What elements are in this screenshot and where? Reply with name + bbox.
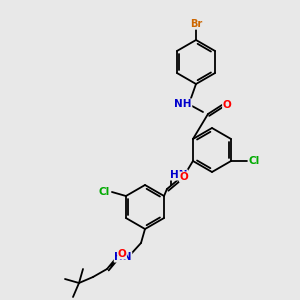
Text: O: O xyxy=(223,100,231,110)
Text: O: O xyxy=(180,172,188,182)
Text: HN: HN xyxy=(170,170,188,180)
Text: Cl: Cl xyxy=(248,156,260,166)
Text: Cl: Cl xyxy=(98,187,110,197)
Text: HN: HN xyxy=(114,252,132,262)
Text: Br: Br xyxy=(190,19,202,29)
Text: O: O xyxy=(118,249,126,259)
Text: NH: NH xyxy=(174,99,192,109)
